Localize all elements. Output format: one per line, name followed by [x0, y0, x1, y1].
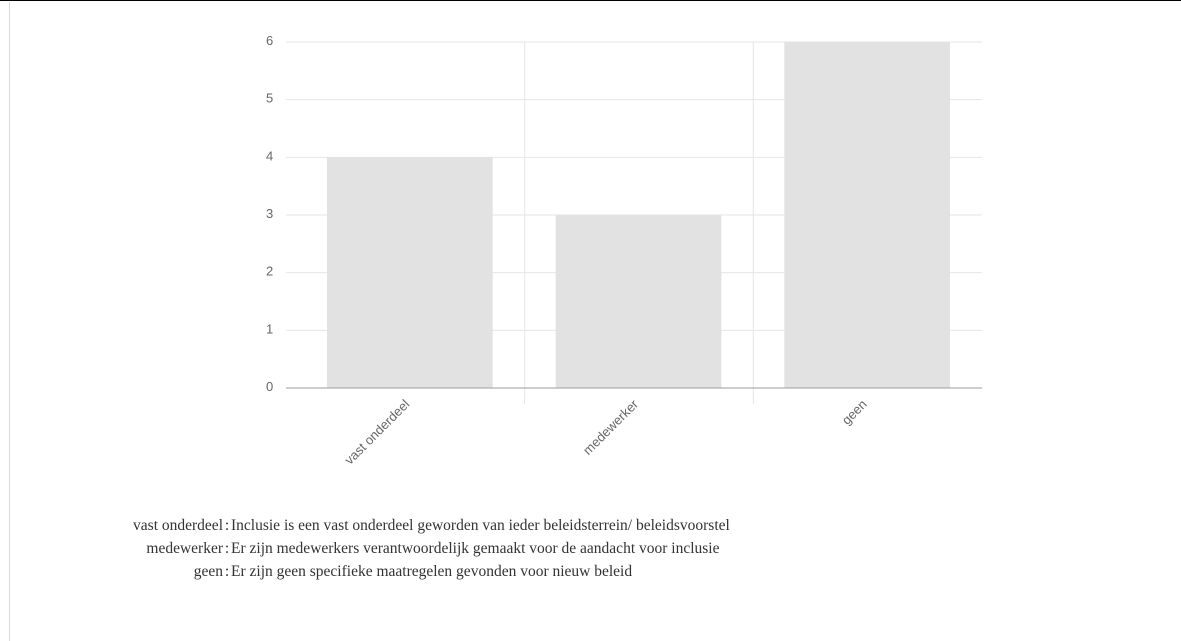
- left-border: [9, 2, 10, 641]
- bar: [327, 157, 493, 388]
- top-border: [0, 0, 1181, 1]
- legend-key: geen: [193, 563, 223, 580]
- legend-description: Inclusie is een vast onderdeel geworden …: [231, 517, 730, 534]
- legend-separator: :: [224, 563, 230, 580]
- legend-key: medewerker: [146, 540, 223, 557]
- bar: [555, 215, 722, 388]
- legend-separator: :: [224, 540, 230, 557]
- category-legend: vast onderdeel : Inclusie is een vast on…: [60, 514, 1060, 583]
- y-tick-labels: 0 1 2 3 4 5 6: [266, 33, 273, 394]
- x-tick-labels: vast onderdeel medewerker geen: [342, 396, 870, 467]
- y-tick-label: 0: [266, 379, 273, 394]
- bar: [784, 42, 950, 388]
- y-tick-label: 1: [266, 321, 273, 336]
- x-tick-label: medewerker: [580, 396, 642, 458]
- bar-chart: 0 1 2 3 4 5 6 vast onderdeel medewerker geen: [266, 33, 982, 467]
- x-tick-label: geen: [839, 397, 870, 428]
- legend-key: vast onderdeel: [133, 517, 223, 534]
- x-tick-label: vast onderdeel: [342, 396, 413, 467]
- legend-separator: :: [224, 517, 230, 534]
- bars: [327, 42, 950, 388]
- legend-description: Er zijn geen specifieke maatregelen gevo…: [231, 563, 633, 580]
- legend-row-geen: geen : Er zijn geen specifieke maatregel…: [60, 560, 1060, 583]
- y-tick-label: 4: [266, 148, 273, 163]
- y-tick-label: 5: [266, 91, 273, 106]
- legend-row-vast-onderdeel: vast onderdeel : Inclusie is een vast on…: [60, 514, 1060, 537]
- y-tick-label: 2: [266, 264, 273, 279]
- legend-row-medewerker: medewerker : Er zijn medewerkers verantw…: [60, 537, 1060, 560]
- legend-description: Er zijn medewerkers verantwoordelijk gem…: [231, 540, 720, 557]
- y-tick-label: 6: [266, 33, 273, 48]
- y-tick-label: 3: [266, 206, 273, 221]
